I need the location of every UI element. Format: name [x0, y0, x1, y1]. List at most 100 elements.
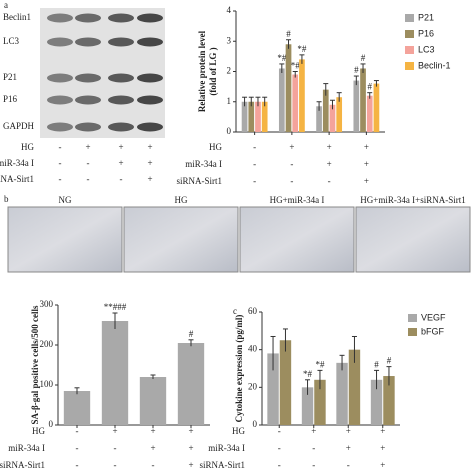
y-tick-label: 300 — [40, 299, 54, 309]
legend-label: P21 — [418, 12, 434, 22]
bar — [292, 74, 299, 132]
condition-sign: + — [118, 158, 123, 168]
micrograph — [123, 206, 239, 273]
condition-sign: + — [150, 443, 155, 453]
significance-label: # — [189, 329, 194, 339]
significance-label: *# — [315, 359, 325, 369]
bar — [322, 89, 329, 132]
y-tick-label: 4 — [227, 5, 232, 15]
condition-sign: - — [312, 443, 315, 453]
significance-label: # — [286, 29, 291, 39]
blot-label: P16 — [3, 94, 18, 104]
y-axis-label: (fold of LG ) — [208, 47, 218, 95]
blot-label: GAPDH — [3, 121, 35, 131]
bar — [383, 376, 395, 425]
micrograph — [355, 206, 471, 273]
condition-sign: - — [347, 460, 350, 470]
condition-name: miR-34a I — [0, 158, 34, 168]
bar — [285, 44, 292, 132]
blot-band — [137, 122, 163, 132]
condition-sign: - — [312, 460, 315, 470]
micrograph — [239, 206, 355, 273]
significance-label: **### — [104, 302, 127, 312]
bar — [248, 101, 255, 132]
condition-sign: + — [112, 426, 117, 436]
legend-label: bFGF — [421, 326, 445, 336]
condition-sign: + — [364, 159, 369, 169]
legend-swatch — [405, 46, 414, 54]
condition-sign: - — [253, 176, 256, 186]
significance-label: *# — [277, 53, 287, 63]
condition-sign: - — [87, 174, 90, 184]
panel-label: a — [4, 0, 8, 10]
blot-band — [108, 122, 134, 132]
y-tick-label: 0 — [253, 419, 258, 429]
condition-sign: - — [87, 158, 90, 168]
condition-name: siRNA-Sirt1 — [199, 460, 245, 470]
condition-name: siRNA-Sirt1 — [176, 176, 222, 186]
bar — [373, 83, 380, 132]
condition-name: HG — [21, 142, 34, 152]
bar — [316, 106, 322, 132]
bar — [279, 340, 292, 425]
legend-label: VEGF — [421, 312, 446, 322]
blot-label: Beclin1 — [3, 12, 31, 22]
blot-band — [137, 37, 163, 47]
micrograph-label: HG — [175, 195, 188, 205]
condition-sign: + — [147, 158, 152, 168]
bar — [267, 353, 279, 425]
significance-label: # — [361, 53, 366, 63]
legend-swatch — [408, 314, 417, 322]
panel-label: c — [233, 306, 237, 316]
significance-label: # — [387, 356, 392, 366]
condition-sign: - — [278, 460, 281, 470]
condition-sign: + — [188, 426, 193, 436]
blot-band — [47, 73, 73, 83]
blot-background — [40, 8, 165, 138]
blot-band — [75, 73, 101, 83]
bar — [348, 349, 361, 425]
bar — [177, 343, 205, 425]
condition-sign: - — [253, 142, 256, 152]
bar — [314, 379, 326, 425]
legend-label: LC3 — [418, 44, 435, 54]
y-axis-label: SA-β-gal positive cells/500 cells — [30, 305, 40, 424]
bar — [336, 362, 348, 425]
condition-sign: - — [278, 426, 281, 436]
blot-band — [47, 13, 73, 23]
y-tick-label: 100 — [40, 379, 54, 389]
bar — [278, 68, 285, 132]
condition-sign: - — [59, 142, 62, 152]
condition-sign: + — [85, 142, 90, 152]
blot-band — [75, 95, 101, 105]
blot-band — [47, 37, 73, 47]
bar — [370, 379, 383, 425]
condition-sign: - — [290, 159, 293, 169]
condition-sign: + — [118, 142, 123, 152]
condition-sign: - — [59, 174, 62, 184]
condition-sign: - — [152, 460, 155, 470]
condition-sign: - — [278, 443, 281, 453]
blot-band — [108, 73, 134, 83]
y-tick-label: 20 — [248, 381, 258, 391]
micrograph-label: HG+miR-34a I+siRNA-Sirt1 — [360, 195, 465, 205]
panel-label: b — [4, 194, 9, 204]
bar — [255, 101, 261, 132]
condition-name: HG — [32, 426, 45, 436]
bar — [241, 101, 248, 132]
y-axis-label: Relative protein level — [197, 30, 207, 112]
condition-sign: + — [147, 174, 152, 184]
condition-sign: + — [147, 142, 152, 152]
condition-sign: + — [346, 426, 351, 436]
micrograph-label: NG — [59, 195, 72, 205]
condition-sign: + — [364, 176, 369, 186]
y-tick-label: 0 — [227, 126, 232, 136]
bar — [366, 95, 373, 132]
legend-swatch — [405, 30, 414, 38]
condition-sign: - — [120, 174, 123, 184]
condition-sign: - — [328, 176, 331, 186]
y-tick-label: 40 — [248, 344, 258, 354]
significance-label: # — [354, 65, 359, 75]
condition-sign: + — [380, 443, 385, 453]
